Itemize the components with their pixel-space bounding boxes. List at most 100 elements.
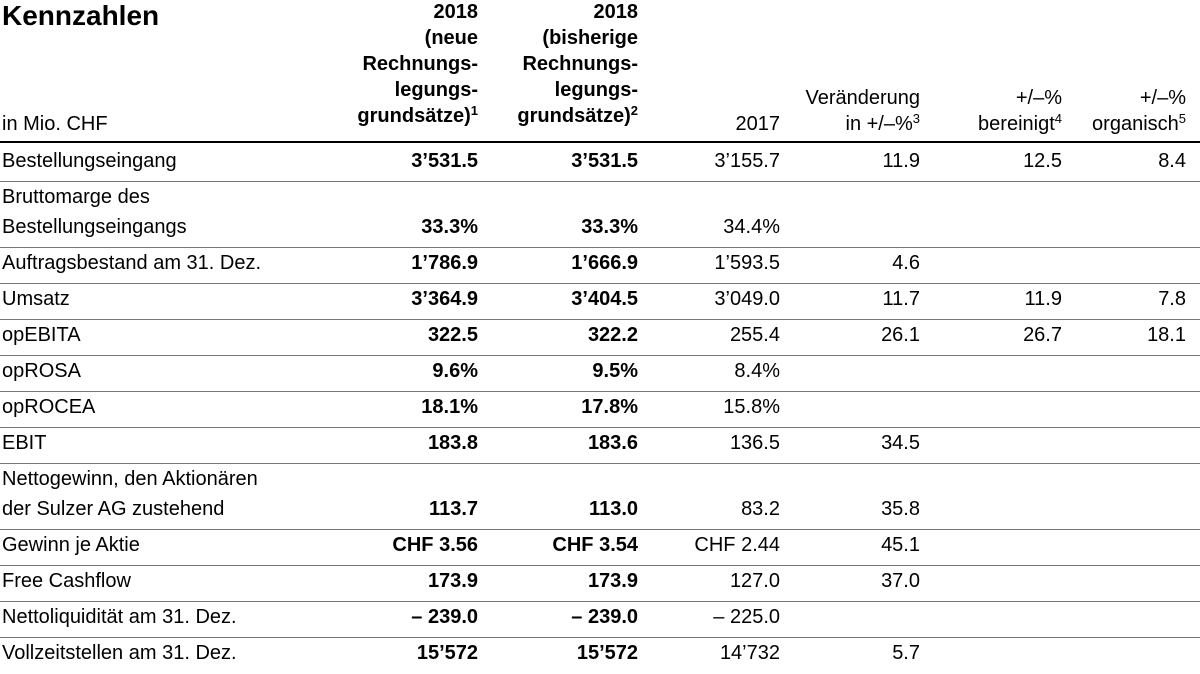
table-row: Umsatz 3’364.9 3’404.5 3’049.0 11.7 11.9 7.8 bbox=[0, 284, 1200, 320]
value-2018-new: 173.9 bbox=[427, 570, 478, 592]
year-label: 2018 bbox=[593, 1, 639, 23]
value-2018-old: 3’404.5 bbox=[571, 288, 638, 310]
row-divider bbox=[0, 355, 1200, 356]
value-organic: 7.8 bbox=[1158, 288, 1186, 310]
value-2017: 14’732 bbox=[719, 642, 780, 664]
value-2017: 136.5 bbox=[729, 432, 780, 454]
value-change: 4.6 bbox=[892, 252, 920, 274]
column-header-2018-old: 2018 (bisherige Rechnungs- legungs- grun… bbox=[517, 0, 638, 129]
value-2018-new: 113.7 bbox=[429, 498, 478, 520]
header-line: legungs- bbox=[554, 79, 638, 101]
header-line: grundsätze)1 bbox=[357, 103, 478, 129]
value-2018-old: 3’531.5 bbox=[571, 150, 638, 172]
value-2018-new: 1’786.9 bbox=[411, 252, 478, 274]
value-2017: 8.4% bbox=[734, 360, 780, 382]
column-header-2018-new: 2018 (neue Rechnungs- legungs- grundsätz… bbox=[357, 0, 478, 129]
value-2018-old: – 239.0 bbox=[571, 606, 638, 628]
table-row: Vollzeitstellen am 31. Dez. 15’572 15’572 1… bbox=[0, 638, 1200, 674]
value-change: 37.0 bbox=[881, 570, 920, 592]
value-2018-new: 3’364.9 bbox=[411, 288, 478, 310]
value-change: 35.8 bbox=[881, 498, 920, 520]
row-divider bbox=[0, 427, 1200, 428]
value-2018-new: 18.1% bbox=[421, 396, 478, 418]
year-label: 2018 bbox=[433, 1, 479, 23]
column-header-organic: +/–% organisch5 bbox=[1092, 85, 1186, 137]
value-2017: 255.4 bbox=[729, 324, 780, 346]
row-divider bbox=[0, 283, 1200, 284]
row-label: opROCEA bbox=[2, 396, 96, 418]
value-2018-new: – 239.0 bbox=[411, 606, 478, 628]
footnote-marker: 5 bbox=[1178, 111, 1186, 126]
header-line: (neue bbox=[424, 27, 478, 49]
row-divider bbox=[0, 637, 1200, 638]
unit-header: in Mio. CHF bbox=[2, 113, 108, 135]
table-row: Free Cashflow 173.9 173.9 127.0 37.0 bbox=[0, 566, 1200, 602]
value-2018-new: 322.5 bbox=[427, 324, 478, 346]
row-label: Auftragsbestand am 31. Dez. bbox=[2, 252, 262, 274]
header-line: +/–% bbox=[1139, 87, 1186, 109]
row-divider bbox=[0, 247, 1200, 248]
value-2018-old: 9.5% bbox=[592, 360, 638, 382]
value-2017: 3’049.0 bbox=[714, 288, 780, 310]
value-change: 11.9 bbox=[882, 150, 920, 172]
value-change: 34.5 bbox=[881, 432, 920, 454]
row-label: Nettoliquidität am 31. Dez. bbox=[2, 606, 237, 628]
row-divider bbox=[0, 319, 1200, 320]
row-label: der Sulzer AG zustehend bbox=[2, 498, 225, 520]
value-2018-new: CHF 3.56 bbox=[392, 534, 478, 556]
header-line-text: in +/–% bbox=[845, 113, 913, 135]
header-line: organisch5 bbox=[1092, 111, 1186, 137]
column-header-2017: 2017 bbox=[735, 113, 781, 135]
table-row: Auftragsbestand am 31. Dez. 1’786.9 1’666.… bbox=[0, 248, 1200, 284]
value-2018-new: 9.6% bbox=[432, 360, 478, 382]
table-row: opEBITA 322.5 322.2 255.4 26.1 26.7 18.1 bbox=[0, 320, 1200, 356]
value-2017: 127.0 bbox=[729, 570, 780, 592]
row-divider bbox=[0, 181, 1200, 182]
header-divider bbox=[0, 141, 1200, 143]
value-2018-new: 183.8 bbox=[427, 432, 478, 454]
row-divider bbox=[0, 601, 1200, 602]
table-row: opROSA 9.6% 9.5% 8.4% bbox=[0, 356, 1200, 392]
value-2017: – 225.0 bbox=[713, 606, 780, 628]
value-adjusted: 26.7 bbox=[1023, 324, 1062, 346]
column-header-adjusted: +/–% bereinigt4 bbox=[978, 85, 1062, 137]
row-label: Bestellungseingang bbox=[2, 150, 177, 172]
footnote-marker: 1 bbox=[470, 103, 478, 118]
value-adjusted: 12.5 bbox=[1023, 150, 1062, 172]
value-2017: CHF 2.44 bbox=[694, 534, 780, 556]
header-line: Veränderung bbox=[805, 87, 920, 109]
row-divider bbox=[0, 391, 1200, 392]
row-label: Vollzeitstellen am 31. Dez. bbox=[2, 642, 237, 664]
column-header-change: Veränderung in +/–%3 bbox=[805, 85, 920, 137]
table-row: Gewinn je Aktie CHF 3.56 CHF 3.54 CHF 2.44 4… bbox=[0, 530, 1200, 566]
value-2018-new: 33.3% bbox=[421, 216, 478, 238]
value-2018-old: 322.2 bbox=[587, 324, 638, 346]
header-line-text: grundsätze) bbox=[357, 105, 471, 127]
value-2018-old: CHF 3.54 bbox=[552, 534, 638, 556]
value-2017: 15.8% bbox=[723, 396, 780, 418]
row-label: Nettogewinn, den Aktionären bbox=[2, 468, 258, 490]
row-label: Gewinn je Aktie bbox=[2, 534, 140, 556]
value-change: 45.1 bbox=[881, 534, 920, 556]
header-line: Rechnungs- bbox=[522, 53, 638, 75]
row-divider bbox=[0, 463, 1200, 464]
value-organic: 8.4 bbox=[1158, 150, 1186, 172]
value-2018-old: 183.6 bbox=[587, 432, 638, 454]
row-label: EBIT bbox=[2, 432, 47, 454]
header-line: (bisherige bbox=[542, 27, 638, 49]
value-adjusted: 11.9 bbox=[1024, 288, 1062, 310]
row-label: opROSA bbox=[2, 360, 81, 382]
row-divider bbox=[0, 565, 1200, 566]
page-title: Kennzahlen bbox=[2, 0, 160, 31]
value-2018-new: 15’572 bbox=[416, 642, 478, 664]
value-2018-old: 17.8% bbox=[581, 396, 638, 418]
footnote-marker: 2 bbox=[630, 103, 638, 118]
table-row: Bestellungseingang 3’531.5 3’531.5 3’155.7 1… bbox=[0, 146, 1200, 182]
table-row: opROCEA 18.1% 17.8% 15.8% bbox=[0, 392, 1200, 428]
value-2018-old: 113.0 bbox=[589, 498, 638, 520]
header-line: +/–% bbox=[1015, 87, 1062, 109]
header-line: grundsätze)2 bbox=[517, 103, 638, 129]
table-row: Nettoliquidität am 31. Dez. – 239.0 – 239.… bbox=[0, 602, 1200, 638]
value-change: 26.1 bbox=[881, 324, 920, 346]
row-label: Free Cashflow bbox=[2, 570, 131, 592]
